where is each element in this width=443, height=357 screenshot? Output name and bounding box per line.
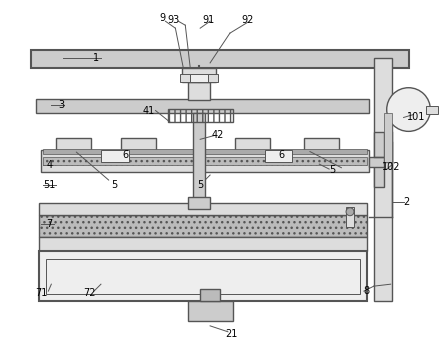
Bar [121, 138, 155, 150]
Text: 102: 102 [382, 162, 401, 172]
Bar [183, 68, 216, 82]
Text: 5: 5 [111, 180, 117, 190]
Bar [56, 138, 91, 150]
Text: 71: 71 [35, 288, 47, 298]
Text: 3: 3 [58, 100, 64, 110]
Bar [41, 150, 369, 172]
Text: 91: 91 [202, 15, 214, 25]
Text: 51: 51 [43, 180, 55, 190]
Bar [188, 82, 210, 100]
Text: 42: 42 [212, 130, 224, 140]
Bar [43, 157, 367, 165]
Text: 93: 93 [167, 15, 179, 25]
Bar [374, 58, 392, 301]
Bar [39, 203, 367, 215]
Bar [47, 260, 360, 294]
Bar [190, 74, 208, 82]
Bar [101, 150, 129, 162]
Text: 2: 2 [404, 197, 410, 207]
Text: 41: 41 [143, 106, 155, 116]
Text: 72: 72 [83, 288, 95, 298]
Text: 101: 101 [407, 112, 426, 122]
Bar [39, 215, 367, 237]
Bar [384, 112, 392, 162]
Bar [346, 207, 354, 227]
Bar [427, 106, 438, 114]
Bar [264, 150, 292, 162]
Bar [208, 74, 218, 82]
Bar [168, 109, 233, 122]
Bar [188, 197, 210, 209]
Bar [374, 132, 384, 187]
Text: 6: 6 [279, 150, 284, 160]
Text: 6: 6 [123, 150, 129, 160]
Bar [200, 289, 220, 301]
Bar [39, 251, 367, 301]
Text: 21: 21 [226, 329, 238, 339]
Text: 5: 5 [197, 180, 203, 190]
Circle shape [387, 88, 430, 131]
Bar [180, 74, 190, 82]
Bar [31, 50, 408, 68]
Bar [43, 149, 367, 154]
Text: 92: 92 [241, 15, 254, 25]
Bar [235, 138, 270, 150]
Text: 8: 8 [364, 286, 370, 296]
Circle shape [346, 208, 354, 216]
Text: 7: 7 [46, 218, 52, 228]
Bar [36, 99, 369, 112]
Bar [304, 138, 339, 150]
Text: 4: 4 [46, 160, 52, 170]
Text: 1: 1 [93, 53, 99, 63]
Bar [369, 157, 384, 167]
Bar [188, 301, 233, 321]
Bar [193, 112, 205, 202]
Text: 9: 9 [159, 13, 166, 23]
Text: 5: 5 [329, 165, 335, 175]
Bar [39, 237, 367, 251]
